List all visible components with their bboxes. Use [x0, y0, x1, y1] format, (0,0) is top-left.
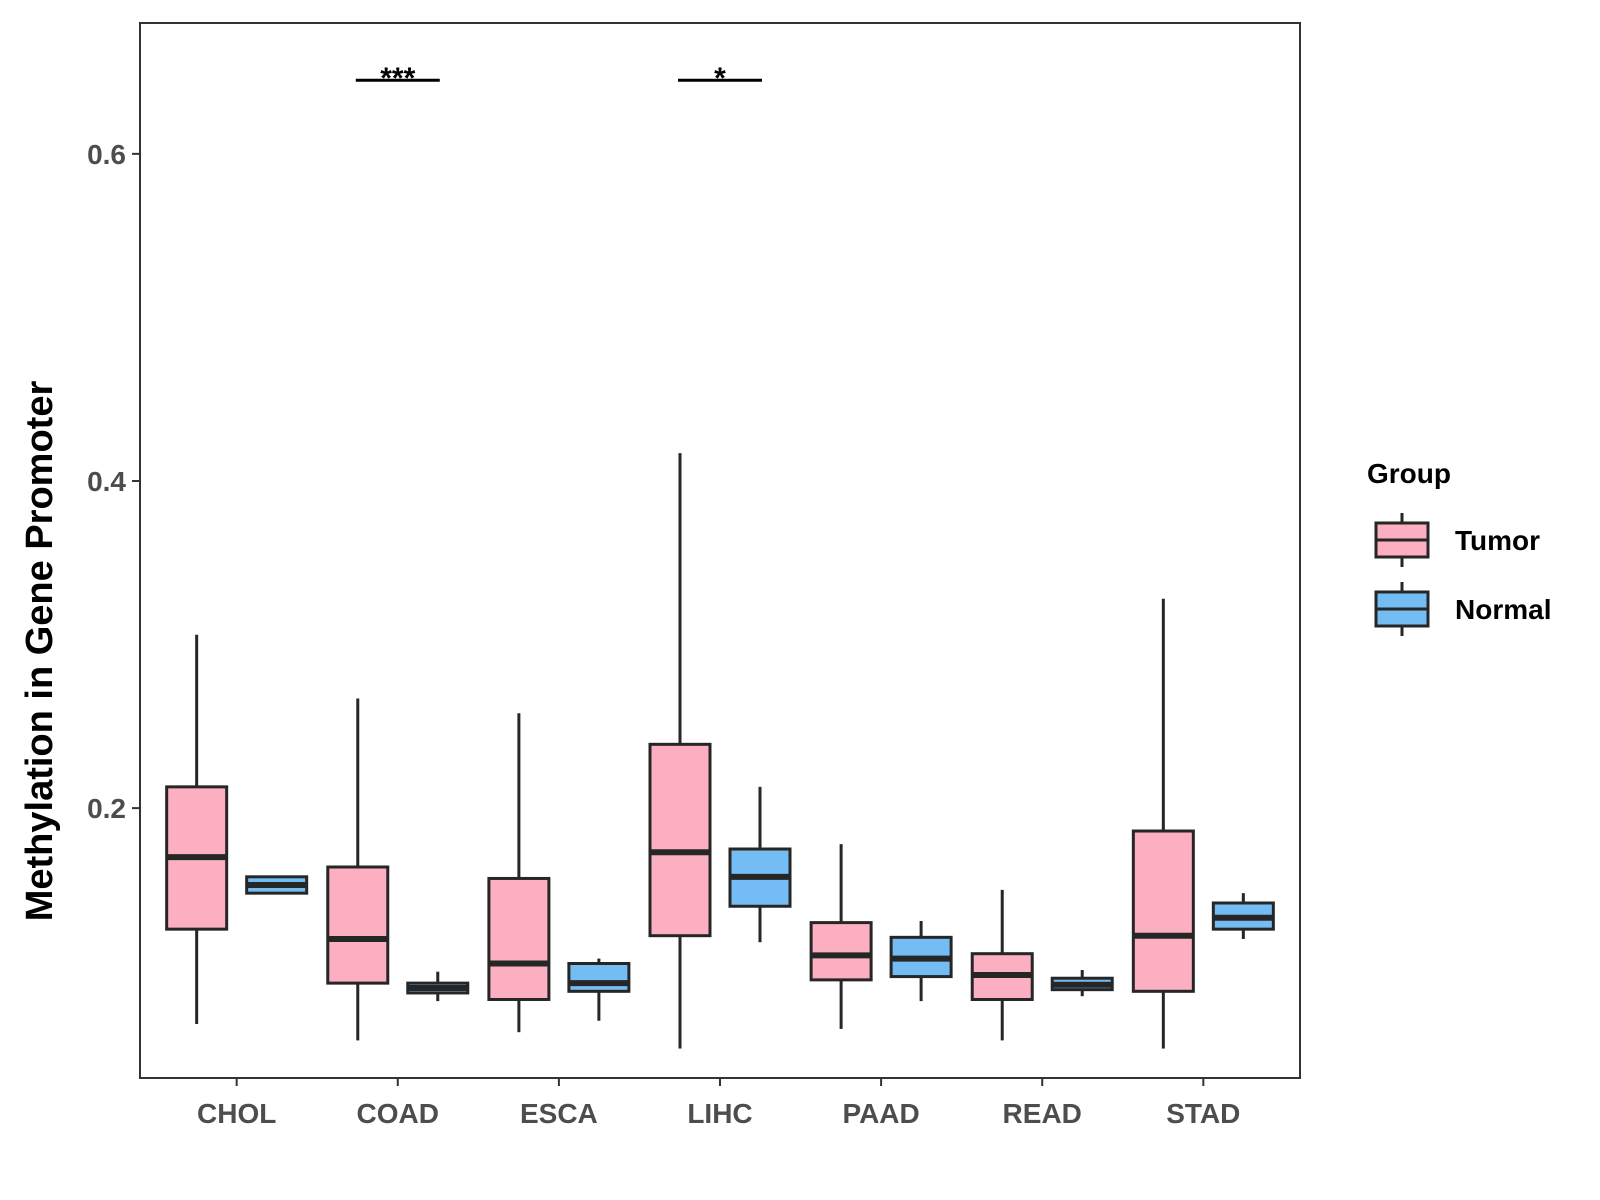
x-tick-label-esca: ESCA [520, 1098, 598, 1129]
box-coad-tumor [326, 865, 390, 985]
box-lihc-tumor [648, 742, 712, 938]
x-tick-label-stad: STAD [1166, 1098, 1240, 1129]
plot-area: *** * [165, 62, 1275, 1049]
box-stad-tumor [1131, 829, 1195, 993]
box-esca-tumor [487, 876, 551, 1001]
legend: Group Tumor Normal [1367, 458, 1551, 636]
x-tick-label-paad: PAAD [842, 1098, 919, 1129]
legend-title: Group [1367, 458, 1451, 489]
y-axis-title: Methylation in Gene Promoter [19, 381, 61, 922]
x-tick-label-coad: COAD [357, 1098, 439, 1129]
x-tick-label-lihc: LIHC [687, 1098, 752, 1129]
x-tick-label-chol: CHOL [197, 1098, 276, 1129]
significance-label-lihc: * [714, 62, 726, 95]
y-tick-label-1: 0.4 [87, 466, 126, 497]
legend-label-tumor: Tumor [1455, 525, 1540, 556]
box-paad-tumor [809, 921, 873, 982]
axes: 0.2 0.4 0.6 CHOL COAD ESCA LIHC PAAD READ STAD [87, 139, 1240, 1129]
legend-label-normal: Normal [1455, 594, 1551, 625]
y-tick-label-0: 0.2 [87, 793, 126, 824]
box-esca-normal [567, 962, 631, 993]
y-tick-label-2: 0.6 [87, 139, 126, 170]
x-tick-label-read: READ [1003, 1098, 1082, 1129]
significance-label-coad: *** [380, 62, 415, 95]
